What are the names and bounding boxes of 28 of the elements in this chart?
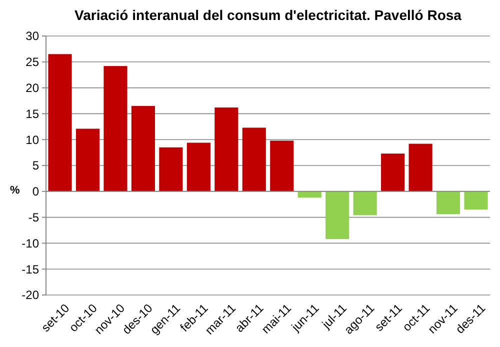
bar [214,107,238,192]
y-tick-label: -20 [22,288,40,302]
y-tick-label: 15 [26,106,40,121]
y-tick-label: -10 [22,236,40,250]
bar [270,140,294,192]
bar [76,128,100,192]
y-tick-label: -15 [22,262,40,276]
bar [326,191,350,240]
y-tick-label: 20 [26,81,40,95]
bar [48,54,72,192]
bar [408,144,432,192]
bar [186,142,210,192]
bar [436,191,460,214]
y-tick-label: 25 [26,55,40,70]
bar [353,191,377,216]
y-tick-label: 5 [32,158,40,173]
bar [464,191,488,210]
y-tick-label: 30 [26,29,40,44]
y-tick-label: 10 [26,132,40,147]
bar [381,154,405,192]
bar [242,128,266,192]
y-axis-title: % [10,184,20,196]
bar [131,106,155,192]
bar [159,147,183,192]
y-tick-label: -5 [28,210,40,224]
y-tick-label: 0 [32,184,40,199]
chart-title: Variació interanual del consum d'electricitat. Pavelló Rosa [74,7,462,23]
bar [104,66,128,192]
